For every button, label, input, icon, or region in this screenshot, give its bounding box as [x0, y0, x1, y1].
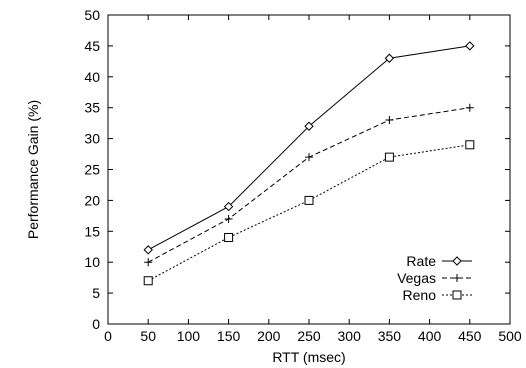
- legend-marker-rate: [452, 256, 462, 266]
- series-line-reno: [147, 144, 470, 282]
- x-tick-label: 350: [378, 328, 402, 344]
- x-tick-label: 450: [458, 328, 482, 344]
- y-axis-title: Performance Gain (%): [25, 100, 41, 239]
- x-axis-title: RTT (msec): [272, 349, 345, 365]
- x-tick-label: 400: [418, 328, 442, 344]
- y-tick-label: 35: [84, 100, 100, 116]
- data-point-vegas: [385, 116, 394, 125]
- y-tick-label: 50: [84, 7, 100, 23]
- axes: 0 50 100 150 200 250 300 350 400 450 500 0 5 10 15 20 25…: [84, 7, 521, 344]
- legend-label-rate: Rate: [406, 253, 436, 269]
- data-point-reno: [224, 232, 234, 242]
- data-point-rate: [143, 245, 153, 255]
- y-tick-label: 15: [84, 223, 100, 239]
- y-tick-label: 20: [84, 192, 100, 208]
- data-point-rate: [384, 53, 395, 63]
- y-tick-label: 45: [84, 38, 100, 54]
- series-vegas: [144, 103, 474, 267]
- x-tick-label: 100: [177, 328, 201, 344]
- y-tick-label: 40: [84, 69, 100, 85]
- x-tick-label: 50: [140, 328, 156, 344]
- x-tick-label: 200: [257, 328, 281, 344]
- data-point-vegas: [224, 214, 233, 223]
- legend-marker-vegas: [453, 274, 461, 282]
- y-tick-label: 30: [84, 131, 100, 147]
- data-point-rate: [304, 121, 314, 131]
- x-tick-label: 500: [498, 328, 522, 344]
- data-point-rate: [223, 201, 234, 212]
- data-point-reno: [465, 140, 475, 150]
- legend-label-vegas: Vegas: [397, 270, 436, 286]
- series-reno: [143, 140, 475, 286]
- x-tick-label: 150: [217, 328, 241, 344]
- x-tick-label: 300: [338, 328, 362, 344]
- series-layer: [143, 41, 475, 286]
- y-tick-label: 10: [84, 254, 100, 270]
- data-point-reno: [384, 152, 394, 162]
- data-point-rate: [465, 41, 475, 51]
- x-tick-label: 250: [297, 328, 321, 344]
- y-tick-label: 5: [92, 285, 100, 301]
- data-point-vegas: [144, 258, 153, 267]
- y-tick-label: 0: [92, 316, 100, 332]
- data-point-reno: [143, 276, 153, 286]
- data-point-vegas: [465, 103, 474, 112]
- data-point-vegas: [305, 153, 313, 162]
- legend-marker-reno: [452, 290, 462, 300]
- x-tick-label: 0: [104, 328, 112, 344]
- series-rate: [143, 41, 475, 255]
- y-tick-label: 25: [84, 162, 100, 178]
- data-point-reno: [304, 195, 314, 205]
- legend-label-reno: Reno: [403, 287, 437, 303]
